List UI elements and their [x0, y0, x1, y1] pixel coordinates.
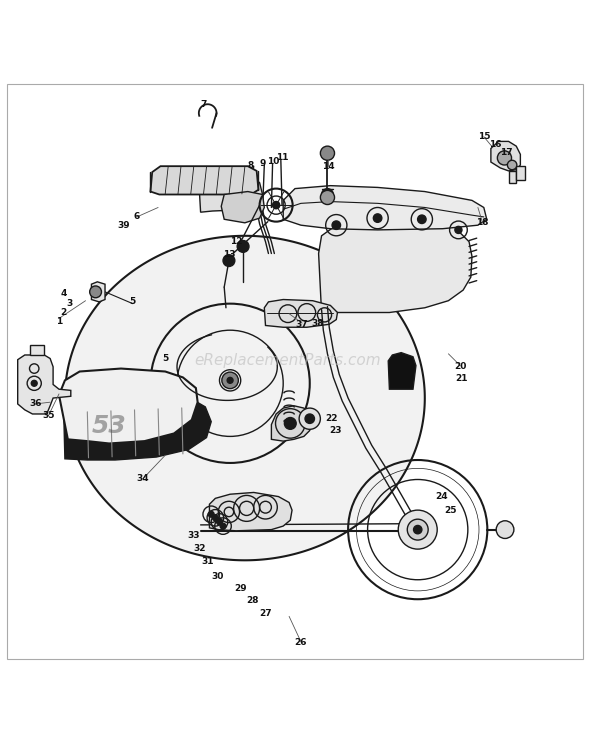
Text: 15: 15: [477, 132, 490, 141]
Text: 31: 31: [201, 557, 214, 566]
Polygon shape: [209, 493, 292, 531]
Text: 5: 5: [130, 297, 136, 306]
Text: 8: 8: [248, 160, 254, 169]
Polygon shape: [509, 171, 516, 183]
Polygon shape: [199, 178, 263, 212]
Text: 53: 53: [92, 414, 126, 438]
Text: 27: 27: [259, 609, 272, 618]
Text: 12: 12: [230, 237, 242, 246]
Circle shape: [414, 525, 422, 533]
Circle shape: [418, 215, 426, 224]
Circle shape: [227, 377, 233, 383]
Polygon shape: [221, 192, 264, 223]
Polygon shape: [65, 236, 425, 560]
Text: 17: 17: [500, 148, 513, 157]
Text: 32: 32: [193, 544, 206, 553]
Polygon shape: [59, 369, 198, 444]
Circle shape: [299, 408, 320, 429]
Polygon shape: [516, 166, 525, 180]
Text: 33: 33: [187, 531, 200, 540]
Circle shape: [320, 146, 335, 160]
Text: 7: 7: [201, 100, 206, 109]
Text: 1: 1: [56, 317, 62, 326]
Text: 24: 24: [435, 492, 448, 501]
Circle shape: [455, 227, 462, 233]
Circle shape: [332, 221, 340, 230]
Circle shape: [407, 519, 428, 540]
Text: 9: 9: [260, 159, 266, 168]
Circle shape: [223, 255, 235, 267]
Circle shape: [497, 151, 512, 165]
Text: 29: 29: [234, 584, 247, 593]
Text: 38: 38: [311, 319, 324, 328]
Circle shape: [31, 380, 37, 386]
Polygon shape: [319, 213, 472, 313]
Text: 3: 3: [67, 299, 73, 308]
Circle shape: [90, 286, 101, 298]
Text: 25: 25: [444, 506, 457, 515]
Polygon shape: [18, 355, 71, 414]
Text: 23: 23: [329, 426, 342, 435]
Text: 4: 4: [61, 289, 67, 298]
Text: 26: 26: [294, 638, 307, 647]
Text: 30: 30: [211, 572, 223, 581]
Text: 16: 16: [489, 140, 502, 149]
Text: 11: 11: [276, 153, 289, 163]
Text: 5: 5: [162, 354, 168, 363]
Text: 34: 34: [136, 474, 149, 484]
Text: 28: 28: [246, 596, 259, 605]
Text: 35: 35: [42, 411, 55, 421]
Text: 39: 39: [117, 221, 130, 230]
Text: 36: 36: [29, 400, 42, 409]
Circle shape: [220, 523, 226, 529]
Circle shape: [273, 201, 280, 209]
Polygon shape: [283, 186, 487, 230]
Polygon shape: [30, 345, 44, 355]
Polygon shape: [271, 406, 312, 441]
Text: 18: 18: [476, 218, 489, 227]
Circle shape: [322, 189, 333, 201]
Circle shape: [320, 190, 335, 204]
Text: eReplacementParts.com: eReplacementParts.com: [195, 354, 381, 369]
Text: 6: 6: [134, 212, 140, 221]
Text: 2: 2: [61, 308, 67, 317]
Polygon shape: [91, 282, 105, 302]
Circle shape: [496, 521, 514, 539]
Text: 20: 20: [454, 363, 466, 372]
Circle shape: [507, 160, 517, 169]
Circle shape: [212, 515, 218, 521]
Polygon shape: [64, 390, 211, 460]
Circle shape: [208, 511, 214, 517]
Circle shape: [373, 214, 382, 222]
Circle shape: [237, 241, 249, 253]
Polygon shape: [388, 353, 416, 389]
Text: 37: 37: [296, 319, 309, 329]
Text: 14: 14: [322, 162, 335, 171]
Text: 22: 22: [325, 414, 338, 424]
Polygon shape: [264, 299, 337, 327]
Polygon shape: [491, 141, 520, 171]
Circle shape: [222, 372, 238, 389]
Text: 13: 13: [222, 250, 235, 259]
Text: 21: 21: [455, 374, 468, 383]
Circle shape: [398, 510, 437, 549]
Polygon shape: [150, 166, 258, 195]
Text: 10: 10: [267, 157, 279, 166]
Circle shape: [284, 418, 296, 429]
Circle shape: [305, 414, 314, 424]
Circle shape: [217, 519, 222, 525]
